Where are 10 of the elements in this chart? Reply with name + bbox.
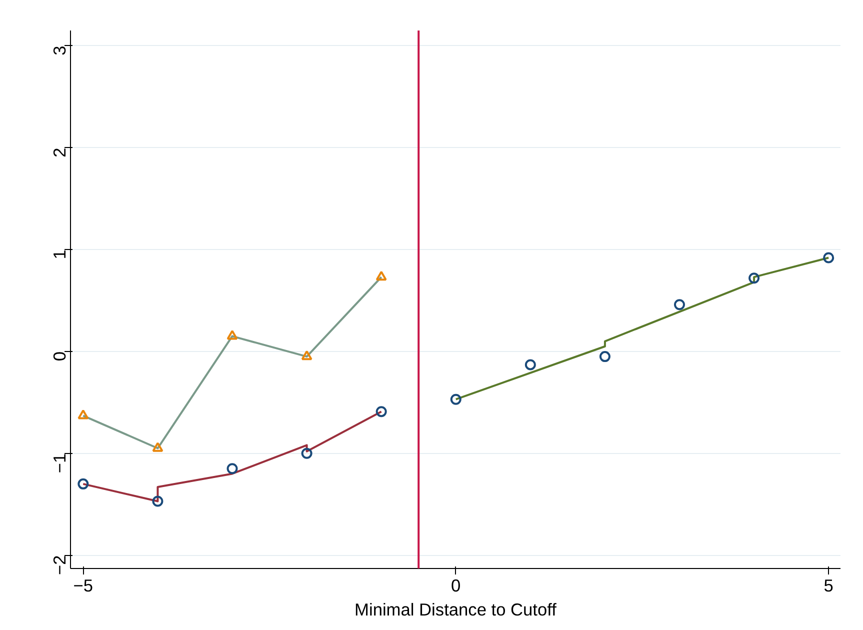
y-tick-label: 0 bbox=[50, 351, 70, 362]
y-tick-label: −1 bbox=[50, 453, 70, 474]
x-tick-label: 0 bbox=[451, 576, 461, 596]
y-tick-label: 2 bbox=[50, 148, 70, 158]
y-tick-label: 3 bbox=[50, 46, 70, 56]
y-tick-label: 1 bbox=[50, 250, 70, 260]
x-tick-label: 5 bbox=[824, 576, 834, 596]
x-axis-title: Minimal Distance to Cutoff bbox=[354, 600, 557, 620]
y-tick-label: −2 bbox=[50, 555, 70, 576]
x-tick-label: −5 bbox=[73, 576, 94, 596]
